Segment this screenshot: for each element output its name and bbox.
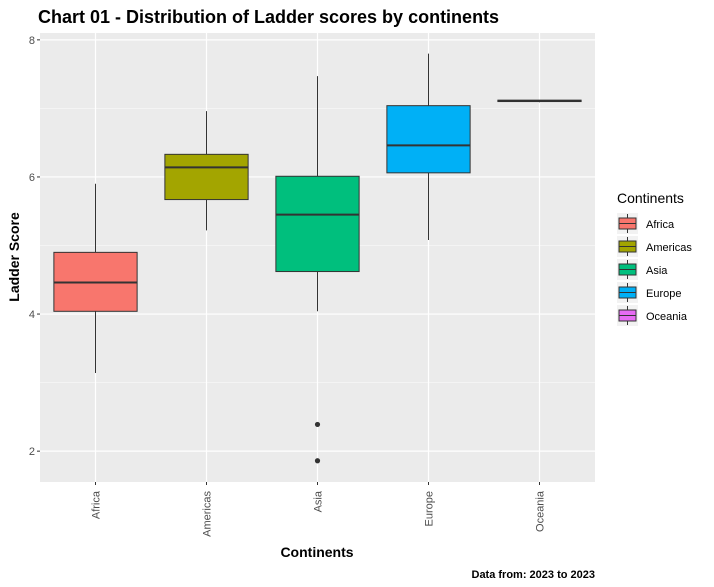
chart-title: Chart 01 - Distribution of Ladder scores… bbox=[38, 7, 499, 27]
y-axis: 2 4 6 8 bbox=[29, 35, 40, 458]
y-axis-title: Ladder Score bbox=[6, 212, 22, 302]
legend-label: Oceania bbox=[646, 311, 688, 323]
outlier-point bbox=[314, 458, 321, 464]
box-oceania bbox=[497, 99, 582, 103]
box-iqr bbox=[164, 153, 249, 201]
box-iqr bbox=[386, 105, 471, 174]
legend-key-americas bbox=[617, 236, 638, 257]
box-americas bbox=[164, 111, 249, 231]
x-axis: Africa Americas Asia Europe Oceania bbox=[91, 482, 547, 537]
box-iqr bbox=[275, 175, 360, 273]
x-tick-label: Europe bbox=[424, 491, 436, 526]
legend-title: Continents bbox=[617, 190, 684, 206]
legend-label: Americas bbox=[646, 242, 692, 254]
x-tick-label: Asia bbox=[313, 490, 325, 512]
legend-label: Asia bbox=[646, 265, 668, 277]
y-tick-label: 2 bbox=[29, 446, 35, 458]
legend-label: Africa bbox=[646, 219, 675, 231]
legend-key-oceania bbox=[617, 305, 638, 326]
y-tick-label: 6 bbox=[29, 172, 35, 184]
legend-label: Europe bbox=[646, 288, 681, 300]
box-europe bbox=[386, 53, 471, 241]
x-tick-label: Africa bbox=[91, 490, 103, 519]
legend-key-asia bbox=[617, 259, 638, 280]
x-axis-title: Continents bbox=[280, 544, 353, 560]
box-asia bbox=[275, 76, 360, 464]
x-tick-label: Americas bbox=[202, 491, 214, 537]
chart-caption: Data from: 2023 to 2023 bbox=[472, 569, 596, 581]
legend-key-europe bbox=[617, 282, 638, 303]
y-tick-label: 4 bbox=[29, 309, 35, 321]
x-tick-label: Oceania bbox=[535, 490, 547, 532]
box-series bbox=[53, 53, 582, 464]
legend-key-africa bbox=[617, 213, 638, 234]
legend: Continents Africa Americas Asia Europe Ocean… bbox=[617, 190, 692, 326]
outlier-point bbox=[314, 421, 321, 428]
y-tick-label: 8 bbox=[29, 35, 35, 47]
box-africa bbox=[53, 183, 138, 374]
